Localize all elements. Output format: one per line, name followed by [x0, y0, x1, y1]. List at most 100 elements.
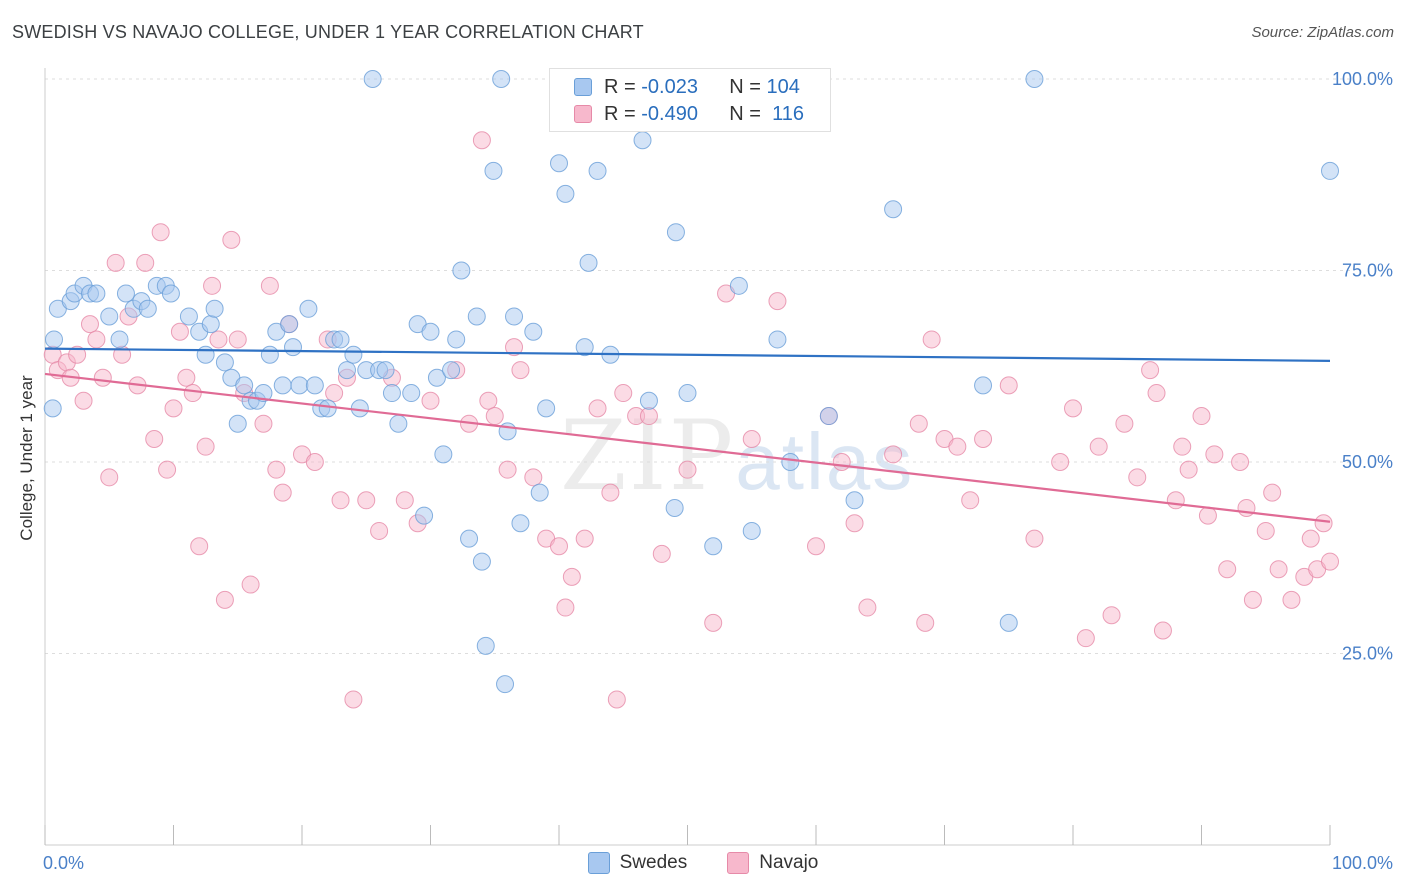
y-tick-label: 50.0%	[1342, 452, 1393, 472]
data-point-swedes	[665, 498, 684, 517]
data-point-swedes	[492, 70, 511, 88]
data-point-navajo	[999, 376, 1018, 395]
data-point-navajo	[479, 391, 498, 410]
data-point-navajo	[768, 292, 787, 311]
data-point-swedes	[530, 483, 549, 502]
correlation-legend: R = -0.023 N = 104 R = -0.490 N = 116	[549, 68, 831, 132]
data-point-navajo	[145, 430, 164, 449]
data-point-swedes	[442, 361, 461, 380]
data-point-swedes	[110, 330, 129, 349]
data-point-swedes	[537, 399, 556, 418]
data-point-navajo	[190, 537, 209, 556]
data-point-navajo	[395, 491, 414, 510]
data-point-swedes	[201, 315, 220, 334]
data-point-navajo	[241, 575, 260, 594]
data-point-swedes	[819, 407, 838, 426]
data-point-navajo	[331, 491, 350, 510]
data-point-swedes	[434, 445, 453, 464]
legend-n-value: 116	[772, 102, 804, 125]
data-point-navajo	[1076, 629, 1095, 648]
data-point-navajo	[588, 399, 607, 418]
data-point-navajo	[1025, 529, 1044, 548]
data-point-swedes	[678, 384, 697, 403]
data-point-navajo	[556, 598, 575, 617]
data-point-navajo	[511, 361, 530, 380]
data-point-navajo	[1198, 506, 1217, 525]
data-point-swedes	[579, 253, 598, 272]
data-point-swedes	[87, 284, 106, 303]
data-point-navajo	[196, 437, 215, 456]
data-point-swedes	[421, 322, 440, 341]
legend-swatch-navajo	[727, 852, 750, 874]
data-point-navajo	[93, 368, 112, 387]
data-point-swedes	[742, 521, 761, 540]
legend-label-swedes: Swedes	[619, 852, 688, 873]
legend-item-swedes: Swedes	[587, 852, 688, 874]
data-point-swedes	[402, 384, 421, 403]
data-point-navajo	[858, 598, 877, 617]
data-point-swedes	[427, 368, 446, 387]
trend-line-swedes	[44, 347, 1331, 362]
data-point-navajo	[1218, 560, 1237, 579]
data-point-swedes	[179, 307, 198, 326]
data-point-swedes	[884, 200, 903, 219]
data-point-swedes	[496, 675, 515, 694]
data-point-navajo	[575, 529, 594, 548]
legend-row-swedes: R = -0.023 N = 104	[574, 75, 800, 99]
data-point-swedes	[215, 353, 234, 372]
data-point-navajo	[74, 391, 93, 410]
legend-n-label: N =	[729, 75, 761, 98]
data-point-navajo	[614, 384, 633, 403]
data-point-swedes	[305, 376, 324, 395]
legend-swatch-swedes	[587, 852, 610, 874]
data-point-swedes	[484, 161, 503, 180]
data-point-swedes	[467, 307, 486, 326]
legend-item-navajo: Navajo	[727, 852, 818, 874]
data-point-swedes	[999, 613, 1018, 632]
axes	[44, 68, 1331, 846]
legend-r-label: R =	[604, 102, 636, 125]
legend-r-value: -0.490	[641, 102, 698, 125]
data-point-swedes	[729, 276, 748, 295]
data-point-navajo	[1205, 445, 1224, 464]
legend-r-label: R =	[604, 75, 636, 98]
data-point-swedes	[524, 322, 543, 341]
data-point-navajo	[562, 567, 581, 586]
series-legend: Swedes Navajo	[0, 852, 1406, 874]
data-point-navajo	[1179, 460, 1198, 479]
data-point-navajo	[845, 514, 864, 533]
data-point-swedes	[511, 514, 530, 533]
data-point-navajo	[550, 537, 568, 556]
data-point-navajo	[421, 391, 440, 410]
data-point-navajo	[505, 338, 524, 357]
data-point-swedes	[447, 330, 466, 349]
data-point-navajo	[1051, 453, 1070, 471]
data-point-swedes	[299, 299, 318, 318]
data-point-swedes	[280, 315, 299, 334]
y-axis-label: College, Under 1 year	[17, 375, 36, 541]
data-point-swedes	[235, 376, 254, 395]
data-point-swedes	[1321, 161, 1339, 180]
data-point-swedes	[556, 184, 575, 203]
legend-n-label: N =	[729, 102, 761, 125]
data-point-navajo	[498, 460, 517, 479]
data-point-navajo	[1089, 437, 1108, 456]
data-point-swedes	[452, 261, 471, 280]
data-point-navajo	[273, 483, 292, 502]
legend-n-value: 104	[766, 75, 800, 98]
data-point-swedes	[460, 529, 479, 548]
data-point-swedes	[781, 453, 800, 471]
data-point-swedes	[974, 376, 993, 395]
data-point-navajo	[704, 613, 723, 632]
data-point-swedes	[284, 338, 303, 357]
data-point-swedes	[1025, 70, 1044, 88]
source-label: Source: ZipAtlas.com	[1251, 24, 1394, 41]
data-point-swedes	[588, 161, 607, 180]
y-tick-label: 100.0%	[1332, 69, 1393, 89]
data-point-swedes	[228, 414, 247, 433]
data-point-navajo	[607, 690, 626, 709]
data-point-navajo	[164, 399, 183, 418]
data-point-swedes	[138, 299, 157, 318]
data-point-navajo	[1301, 529, 1320, 548]
